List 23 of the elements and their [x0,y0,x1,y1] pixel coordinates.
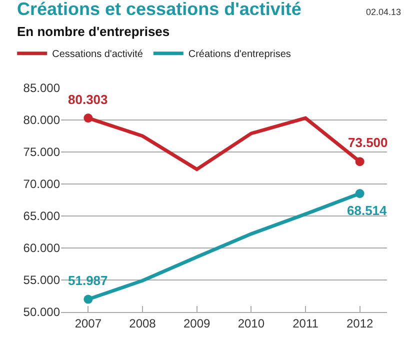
x-tick-label: 2010 [238,316,265,330]
chart-subtitle: En nombre d'entreprises [17,24,170,39]
legend-label: Créations d'entreprises [188,49,291,60]
x-tick-label: 2012 [346,316,374,330]
data-label: 51.987 [68,273,108,288]
y-tick-label: 80.000 [23,113,60,128]
y-tick-label: 55.000 [23,273,60,288]
y-tick-label: 70.000 [23,177,60,192]
y-tick-label: 60.000 [23,241,60,256]
x-tick-label: 2008 [129,316,156,330]
data-label: 68.514 [347,203,388,218]
legend-label: Cessations d'activité [52,49,144,60]
x-tick-label: 2009 [183,316,210,330]
x-tick-label: 2011 [292,316,319,330]
y-tick-label: 50.000 [23,305,60,320]
data-label: 80.303 [68,92,108,107]
text: 02.04.13 [366,7,402,17]
x-tick-label: 2007 [74,316,102,330]
y-tick-label: 75.000 [23,145,60,160]
data-label: 73.500 [348,135,388,150]
y-tick-label: 65.000 [23,209,60,224]
chart-title: Créations et cessations d'activité [17,0,302,19]
y-tick-label: 85.000 [23,81,60,96]
